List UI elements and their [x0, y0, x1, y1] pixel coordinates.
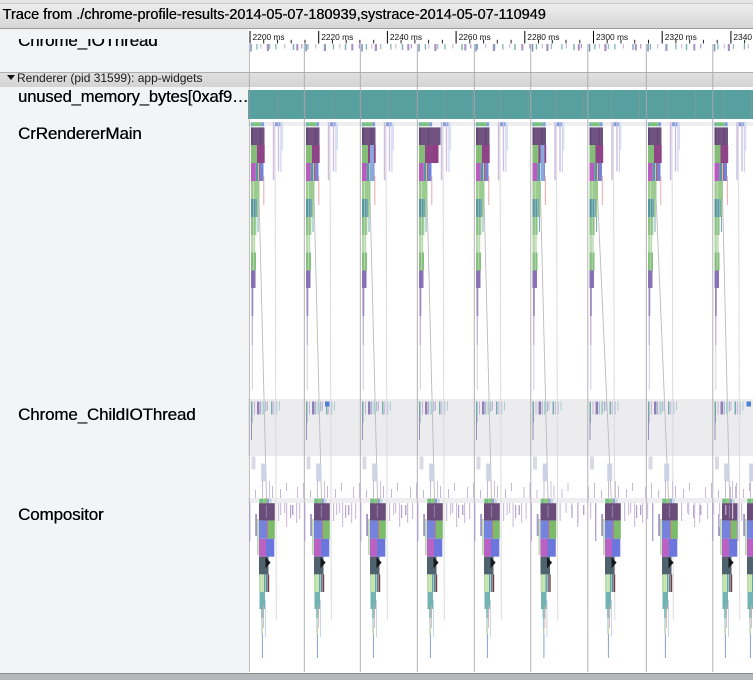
svg-text:2200 ms: 2200 ms: [253, 32, 285, 42]
svg-text:2300 ms: 2300 ms: [596, 32, 628, 42]
svg-text:2340 ms: 2340 ms: [733, 32, 753, 42]
svg-text:2260 ms: 2260 ms: [459, 32, 491, 42]
svg-text:2320 ms: 2320 ms: [665, 32, 697, 42]
svg-text:2280 ms: 2280 ms: [527, 32, 559, 42]
svg-text:2220 ms: 2220 ms: [321, 32, 353, 42]
svg-text:2240 ms: 2240 ms: [390, 32, 422, 42]
